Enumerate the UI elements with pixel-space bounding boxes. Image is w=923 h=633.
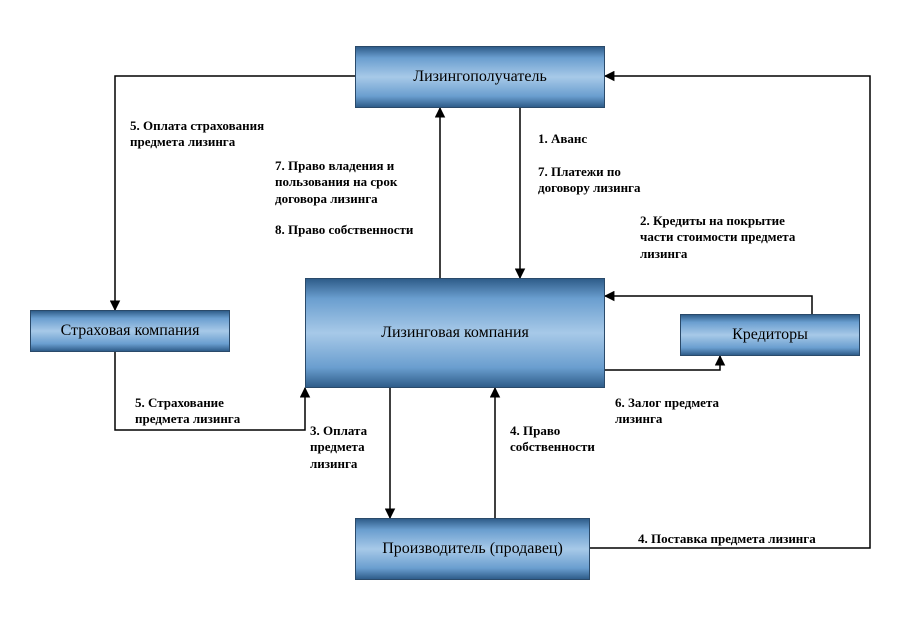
label-4-delivery: 4. Поставка предмета лизинга [638,531,816,547]
label-5-insurance-payment: 5. Оплата страхования предмета лизинга [130,118,264,151]
label-3-subject-payment: 3. Оплата предмета лизинга [310,423,367,472]
node-producer: Производитель (продавец) [355,518,590,580]
label-4-property-right: 4. Право собственности [510,423,595,456]
node-insurer-label: Страховая компания [61,322,200,340]
edge-producer-to-lessee-right [590,76,870,548]
label-6-pledge: 6. Залог предмета лизинга [615,395,719,428]
label-7-lease-payments: 7. Платежи по договору лизинга [538,164,640,197]
label-8-property-right: 8. Право собственности [275,222,413,238]
node-leasingco: Лизинговая компания [305,278,605,388]
label-2-credits: 2. Кредиты на покрытие части стоимости п… [640,213,795,262]
node-producer-label: Производитель (продавец) [382,540,563,558]
node-leasingco-label: Лизинговая компания [381,324,529,342]
label-7-ownership-rights: 7. Право владения и пользования на срок … [275,158,397,207]
node-creditors: Кредиторы [680,314,860,356]
node-insurer: Страховая компания [30,310,230,352]
node-lessee: Лизингополучатель [355,46,605,108]
node-creditors-label: Кредиторы [732,326,808,344]
label-1-advance: 1. Аванс [538,131,587,147]
label-5-insurance: 5. Страхование предмета лизинга [135,395,240,428]
node-lessee-label: Лизингополучатель [413,68,546,86]
edge-creditors-to-leasingco [605,296,812,314]
edge-leasingco-to-creditors [605,356,720,370]
diagram-stage: Лизингополучатель Страховая компания Лиз… [0,0,923,633]
